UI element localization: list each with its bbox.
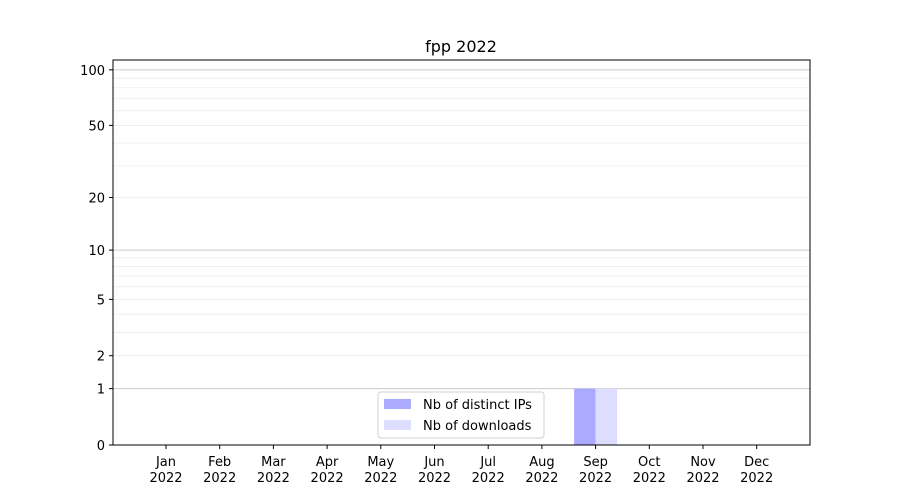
y-tick-label: 1 — [97, 383, 105, 398]
bar-nb-of-downloads — [595, 388, 618, 445]
bar-nb-of-distinct-ips — [574, 388, 596, 445]
legend-label: Nb of downloads — [423, 419, 532, 434]
y-tick-label: 50 — [88, 119, 105, 134]
x-tick-label: Jun 2022 — [418, 455, 451, 486]
x-tick-label: Mar 2022 — [257, 455, 290, 486]
legend-label: Nb of distinct IPs — [423, 398, 532, 413]
y-tick-label: 5 — [97, 293, 105, 308]
y-tick-label: 20 — [88, 192, 105, 207]
y-tick-label: 10 — [88, 244, 105, 259]
x-tick-label: Feb 2022 — [203, 455, 236, 486]
chart-title: fpp 2022 — [425, 37, 497, 56]
y-tick-label: 100 — [80, 64, 105, 79]
x-tick-label: Jul 2022 — [472, 455, 505, 486]
x-tick-label: Sep 2022 — [579, 455, 612, 486]
x-tick-label: Apr 2022 — [311, 455, 344, 486]
x-tick-label: Aug 2022 — [525, 455, 558, 486]
legend-swatch — [384, 399, 411, 409]
legend-swatch — [384, 420, 411, 430]
legend-box — [377, 391, 545, 439]
y-tick-label: 2 — [97, 350, 105, 365]
x-tick-label: Jan 2022 — [149, 455, 182, 486]
y-tick-label: 0 — [97, 439, 105, 454]
x-tick-label: May 2022 — [364, 455, 397, 486]
x-tick-label: Oct 2022 — [633, 455, 666, 486]
plot-frame — [112, 59, 811, 446]
legend: Nb of distinct IPs Nb of downloads — [377, 391, 545, 439]
x-tick-label: Dec 2022 — [740, 455, 773, 486]
x-tick-label: Nov 2022 — [686, 455, 719, 486]
